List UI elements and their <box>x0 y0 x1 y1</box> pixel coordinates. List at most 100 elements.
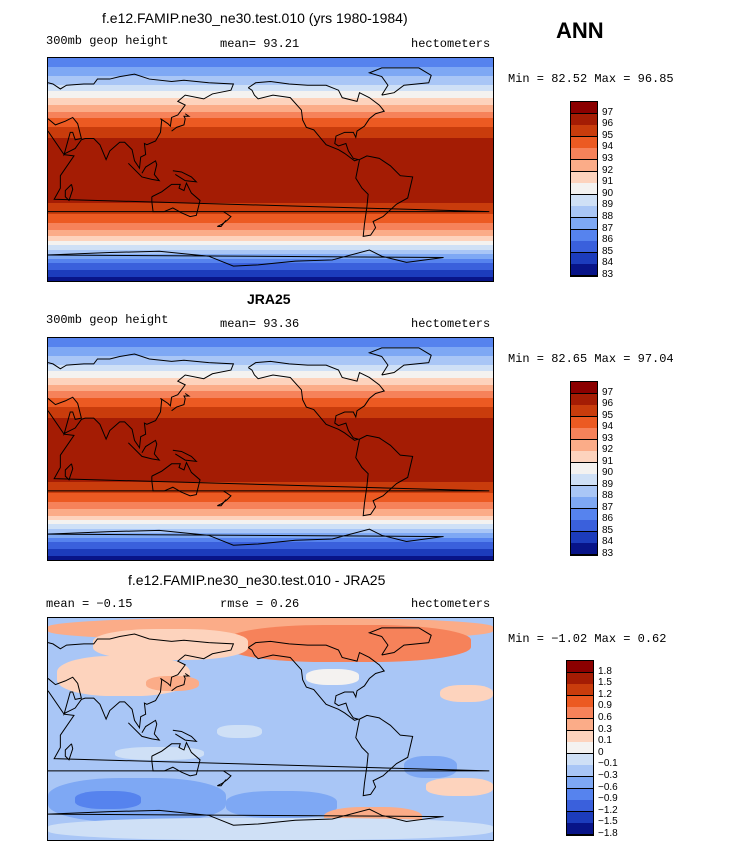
panel-1-contour-band <box>48 127 493 140</box>
panel-3-colorbar-label: −0.1 <box>598 758 618 770</box>
panel-3-colorbar-label: −1.2 <box>598 804 618 816</box>
panel-1-colorbar-box <box>571 160 597 173</box>
panel-1-contour-band <box>48 111 493 120</box>
panel-2-contour-band <box>48 355 493 366</box>
panel-3-contour-patch <box>217 724 262 738</box>
panel-1-colorbar-label: 94 <box>602 141 614 153</box>
panel-2-contour-band <box>48 533 493 539</box>
panel-1-contour-band <box>48 229 493 238</box>
panel-1-colorbar-frame <box>570 101 598 277</box>
panel-3-colorbar-label: 0.9 <box>598 700 612 712</box>
panel-3-colorbar-label: 0.1 <box>598 735 612 747</box>
panel-2-colorbar-box <box>571 485 597 498</box>
panel-1-colorbar-box <box>571 218 597 231</box>
panel-1-coastline <box>217 211 232 227</box>
panel-2-coastline <box>171 393 191 412</box>
panel-3-coastline <box>127 719 161 741</box>
panel-1-coastline <box>48 130 490 213</box>
panel-2-contour-band <box>48 397 493 408</box>
panel-2-variable-label: 300mb geop height <box>46 313 169 327</box>
panel-2-colorbar-label: 87 <box>602 501 614 513</box>
panel-3-coastline <box>247 640 386 721</box>
panel-1-colorbar-label: 95 <box>602 129 614 141</box>
panel-2-colorbar-label: 83 <box>602 548 614 559</box>
panel-1-coastlines <box>48 67 490 267</box>
panel-1-contour-band <box>48 66 493 77</box>
panel-3-contour-patch <box>114 746 204 761</box>
panel-3-coastline <box>355 714 414 797</box>
panel-1-coastline <box>171 113 191 132</box>
panel-3-colorbar-label: −0.9 <box>598 793 618 805</box>
panel-2-mean-label: mean= 93.36 <box>220 317 300 331</box>
panel-1-colorbar-box <box>571 183 597 196</box>
panel-2-minmax-label: Min = 82.65 Max = 97.04 <box>508 352 674 366</box>
panel-1-contour-band <box>48 236 493 242</box>
panel-1-variable-label: 300mb geop height <box>46 34 169 48</box>
panel-1-coastline <box>367 67 432 96</box>
panel-3-colorbar-box <box>567 788 593 801</box>
panel-3-colorbar-label: −1.8 <box>598 828 618 839</box>
panel-1-colorbar-box <box>571 113 597 126</box>
panel-2-coastline <box>151 461 201 497</box>
panel-3-colorbar-frame <box>566 660 594 836</box>
panel-3-contour-patch <box>74 791 142 809</box>
panel-2-colorbar-box <box>571 531 597 544</box>
panel-1-colorbar-label: 86 <box>602 234 614 246</box>
panel-2-coastline <box>48 353 235 450</box>
panel-3-coastline <box>217 770 232 787</box>
panel-3-coastline <box>172 729 198 742</box>
panel-3-colorbar-box <box>567 742 593 755</box>
panel-2-coastline <box>64 463 74 481</box>
panel-3-contour-patch <box>48 817 493 840</box>
panel-2-colorbar-box <box>571 382 597 395</box>
panel-1-colorbar-box <box>571 171 597 184</box>
panel-1-colorbar-label: 83 <box>602 269 614 280</box>
panel-3-coastline <box>367 627 432 656</box>
panel-1-colorbar-label: 96 <box>602 118 614 130</box>
panel-2-colorbar-label: 85 <box>602 524 614 536</box>
panel-2-coastline <box>48 410 490 492</box>
panel-1-contour-band <box>48 118 493 129</box>
panel-3-colorbar-label: 1.2 <box>598 688 612 700</box>
panel-2-contour-band <box>48 520 493 526</box>
panel-3-colorbar-box <box>567 811 593 824</box>
panel-2-colorbar-label: 93 <box>602 432 614 444</box>
panel-2-colorbar-label: 89 <box>602 478 614 490</box>
panel-2-contour-band <box>48 406 493 419</box>
panel-2-colorbar-box <box>571 439 597 452</box>
panel-3-coastline <box>171 673 191 692</box>
panel-1-contour-band <box>48 245 493 251</box>
panel-2-colorbar-label: 84 <box>602 536 614 548</box>
panel-1-colorbar-box <box>571 125 597 138</box>
panel-2-colorbar-label: 91 <box>602 455 614 467</box>
panel-2-colorbar-box <box>571 497 597 510</box>
panel-1-contour-band <box>48 276 493 281</box>
panel-2-colorbar-box <box>571 462 597 475</box>
panel-3-contour-patch <box>226 791 338 818</box>
panel-2-colorbar-box <box>571 474 597 487</box>
panel-2-contour-band <box>48 364 493 373</box>
panel-1-units-label: hectometers <box>411 37 491 51</box>
panel-1-colorbar-box <box>571 194 597 207</box>
panel-2-colorbar-box <box>571 451 597 464</box>
panel-1-mean-label: mean= 93.21 <box>220 37 300 51</box>
panel-2-colorbar-box <box>571 520 597 533</box>
panel-3-contour-patch <box>426 777 493 796</box>
panel-3-coastlines <box>48 627 490 826</box>
panel-2-coastline <box>48 528 444 546</box>
panel-2-colorbar-label: 95 <box>602 409 614 421</box>
panel-3-colorbar-label: 0.6 <box>598 712 612 723</box>
panel-2-coastline <box>217 490 232 507</box>
panel-2-colorbar-label: 90 <box>602 467 614 479</box>
panel-1-colorbar-box <box>571 148 597 161</box>
panel-1-colorbar-label: 89 <box>602 199 614 211</box>
panel-1-contour-band <box>48 214 493 224</box>
panel-1-coastline <box>48 249 444 267</box>
panel-3-minmax-label: Min = −1.02 Max = 0.62 <box>508 632 667 646</box>
panel-3-colorbar-box <box>567 719 593 732</box>
panel-1-colorbar-label: 87 <box>602 222 614 234</box>
panel-3-contour-patch <box>439 684 493 703</box>
panel-2-coastline <box>355 434 414 517</box>
panel-1-colorbar-label: 90 <box>602 187 614 199</box>
panel-1-coastline <box>172 170 198 183</box>
